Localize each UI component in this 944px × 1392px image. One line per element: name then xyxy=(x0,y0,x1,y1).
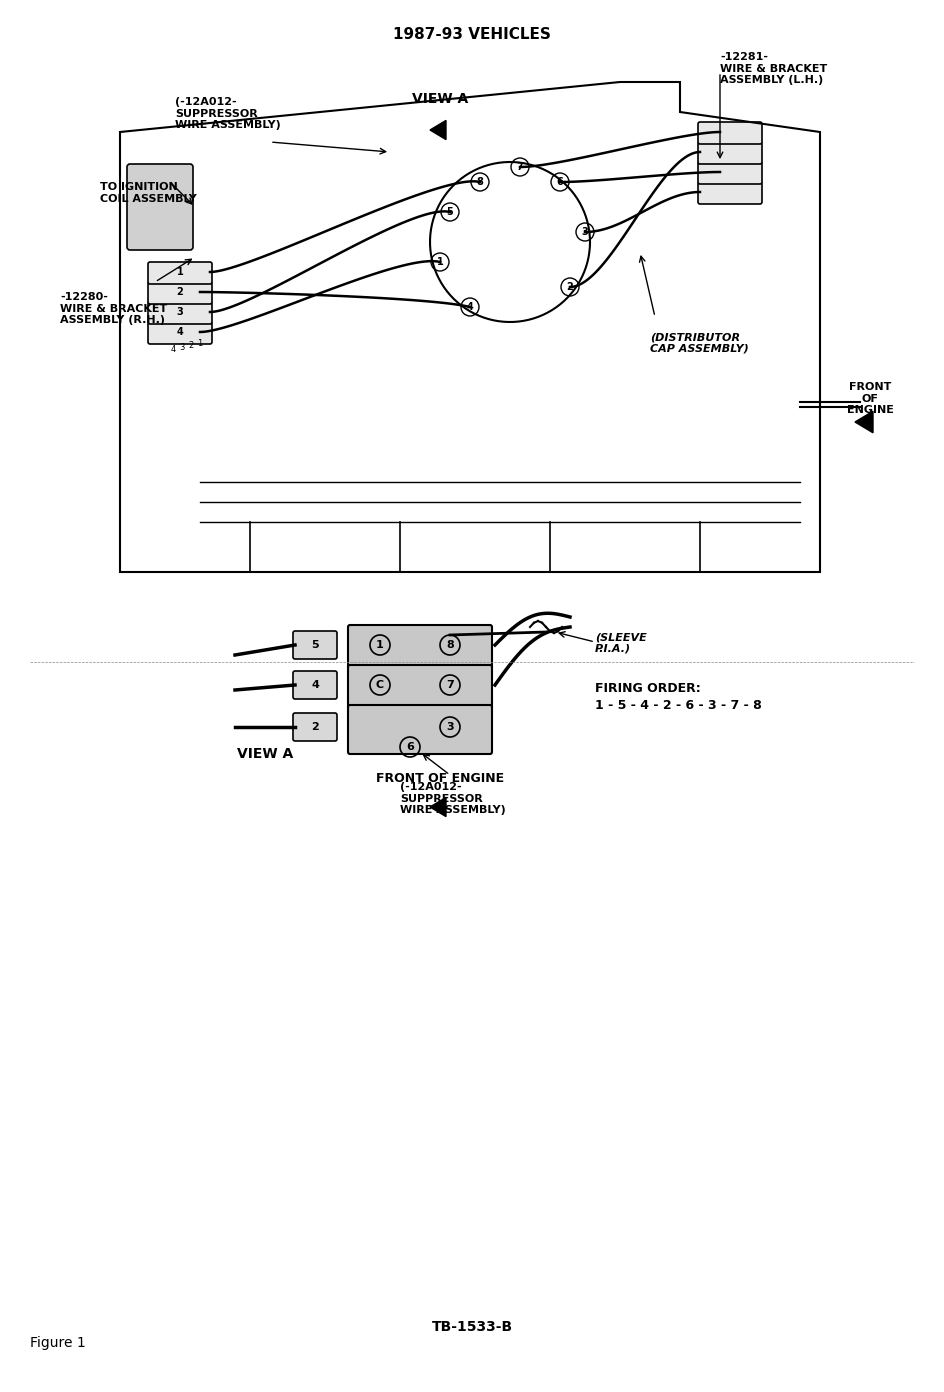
Text: VIEW A: VIEW A xyxy=(237,748,294,761)
Text: (DISTRIBUTOR
CAP ASSEMBLY): (DISTRIBUTOR CAP ASSEMBLY) xyxy=(650,333,749,354)
Text: 2: 2 xyxy=(189,341,194,351)
Text: 3: 3 xyxy=(582,227,588,237)
Text: 4: 4 xyxy=(170,345,176,355)
Text: FRONT
OF
ENGINE: FRONT OF ENGINE xyxy=(847,381,893,415)
FancyBboxPatch shape xyxy=(148,322,212,344)
Text: 1987-93 VEHICLES: 1987-93 VEHICLES xyxy=(393,26,551,42)
Text: -12281-
WIRE & BRACKET
ASSEMBLY (L.H.): -12281- WIRE & BRACKET ASSEMBLY (L.H.) xyxy=(720,52,827,85)
Text: 5: 5 xyxy=(447,207,453,217)
Text: 7: 7 xyxy=(447,681,454,690)
FancyBboxPatch shape xyxy=(698,142,762,164)
FancyBboxPatch shape xyxy=(293,713,337,741)
Text: 8: 8 xyxy=(477,177,483,187)
Polygon shape xyxy=(430,120,446,139)
Text: 6: 6 xyxy=(557,177,564,187)
FancyBboxPatch shape xyxy=(698,182,762,205)
Text: 1: 1 xyxy=(376,640,384,650)
Text: 8: 8 xyxy=(447,640,454,650)
Polygon shape xyxy=(855,411,873,433)
Text: FRONT OF ENGINE: FRONT OF ENGINE xyxy=(376,773,504,785)
Text: 4: 4 xyxy=(312,681,319,690)
FancyBboxPatch shape xyxy=(698,161,762,184)
Text: Figure 1: Figure 1 xyxy=(30,1336,86,1350)
FancyBboxPatch shape xyxy=(293,671,337,699)
FancyBboxPatch shape xyxy=(348,625,492,670)
FancyBboxPatch shape xyxy=(698,122,762,143)
FancyBboxPatch shape xyxy=(348,665,492,709)
Text: -12280-
WIRE & BRACKET
ASSEMBLY (R.H.): -12280- WIRE & BRACKET ASSEMBLY (R.H.) xyxy=(60,292,167,326)
FancyBboxPatch shape xyxy=(127,164,193,251)
Text: (-12A012-
SUPPRESSOR
WIRE ASSEMBLY): (-12A012- SUPPRESSOR WIRE ASSEMBLY) xyxy=(175,97,280,131)
FancyBboxPatch shape xyxy=(148,262,212,284)
Text: VIEW A: VIEW A xyxy=(412,92,468,106)
Text: 2: 2 xyxy=(312,722,319,732)
Polygon shape xyxy=(430,798,446,817)
Text: 1: 1 xyxy=(437,258,444,267)
Text: 4: 4 xyxy=(177,327,183,337)
Text: 5: 5 xyxy=(312,640,319,650)
Text: C: C xyxy=(376,681,384,690)
Text: 2: 2 xyxy=(566,283,573,292)
Text: 6: 6 xyxy=(406,742,413,752)
Text: 3: 3 xyxy=(179,344,185,352)
Text: 4: 4 xyxy=(466,302,473,312)
FancyBboxPatch shape xyxy=(148,302,212,324)
Text: 3: 3 xyxy=(447,722,454,732)
FancyBboxPatch shape xyxy=(348,704,492,754)
Text: TB-1533-B: TB-1533-B xyxy=(431,1320,513,1334)
Text: 1: 1 xyxy=(197,340,203,348)
FancyBboxPatch shape xyxy=(293,631,337,658)
Text: 7: 7 xyxy=(516,161,523,173)
Text: 1 - 5 - 4 - 2 - 6 - 3 - 7 - 8: 1 - 5 - 4 - 2 - 6 - 3 - 7 - 8 xyxy=(595,699,762,711)
Text: 2: 2 xyxy=(177,287,183,296)
Text: (-12A012-
SUPPRESSOR
WIRE ASSEMBLY): (-12A012- SUPPRESSOR WIRE ASSEMBLY) xyxy=(400,782,506,816)
Text: TO IGNITION
COIL ASSEMBLY: TO IGNITION COIL ASSEMBLY xyxy=(100,182,196,203)
Text: 1: 1 xyxy=(177,267,183,277)
Text: FIRING ORDER:: FIRING ORDER: xyxy=(595,682,700,695)
FancyBboxPatch shape xyxy=(148,283,212,303)
Text: (SLEEVE
P.I.A.): (SLEEVE P.I.A.) xyxy=(595,632,647,654)
Text: 3: 3 xyxy=(177,308,183,317)
